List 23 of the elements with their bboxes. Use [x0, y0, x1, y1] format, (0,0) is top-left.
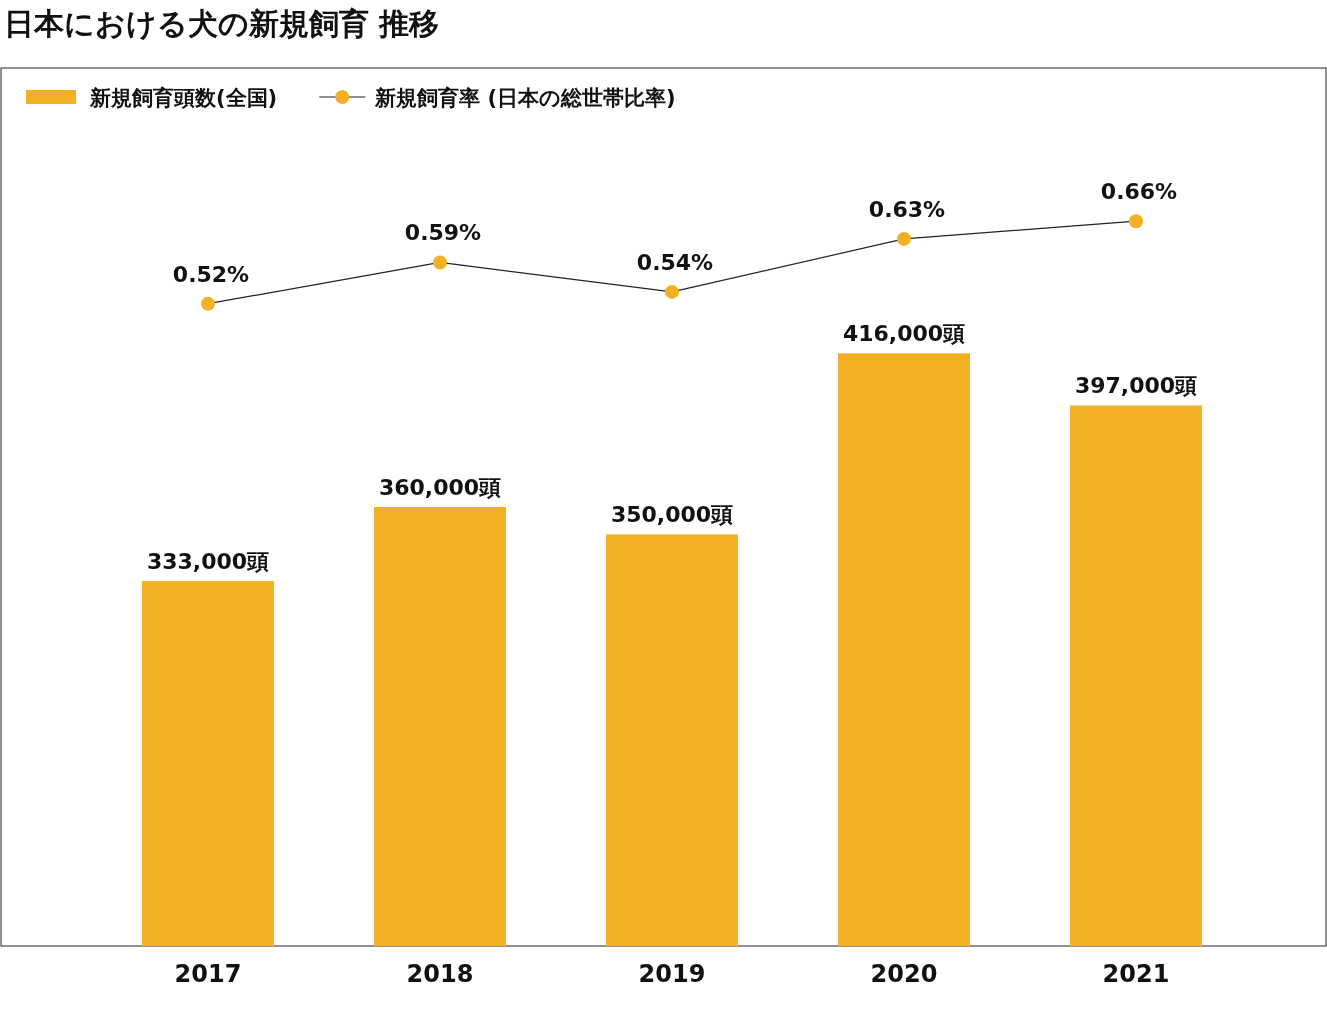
point: [433, 255, 447, 270]
point: [897, 231, 911, 246]
point: [665, 284, 679, 299]
data-label: 0.66%: [1100, 179, 1178, 205]
data-label: 0.63%: [868, 196, 946, 222]
x-tick-label: 2018: [406, 960, 474, 988]
data-label: 416,000頭: [842, 321, 966, 347]
data-label: 0.59%: [404, 220, 482, 246]
x-tick-label: 2020: [870, 960, 938, 988]
data-label: 397,000頭: [1074, 373, 1198, 399]
chart-title: 日本における犬の新規飼育 推移: [4, 6, 440, 41]
x-tick-label: 2021: [1102, 960, 1170, 988]
data-label: 0.52%: [172, 261, 250, 287]
x-tick-label: 2019: [638, 960, 706, 988]
x-tick-label: 2017: [174, 960, 242, 988]
legend-label: 新規飼育率 (日本の総世帯比率): [374, 86, 676, 110]
data-label: 0.54%: [636, 249, 714, 275]
data-label: 333,000頭: [146, 549, 270, 575]
data-label: 360,000頭: [378, 475, 502, 500]
data-label: 350,000頭: [610, 502, 734, 528]
legend-label: 新規飼育頭数(全国): [89, 86, 278, 110]
point: [201, 296, 215, 311]
point: [1129, 214, 1143, 229]
